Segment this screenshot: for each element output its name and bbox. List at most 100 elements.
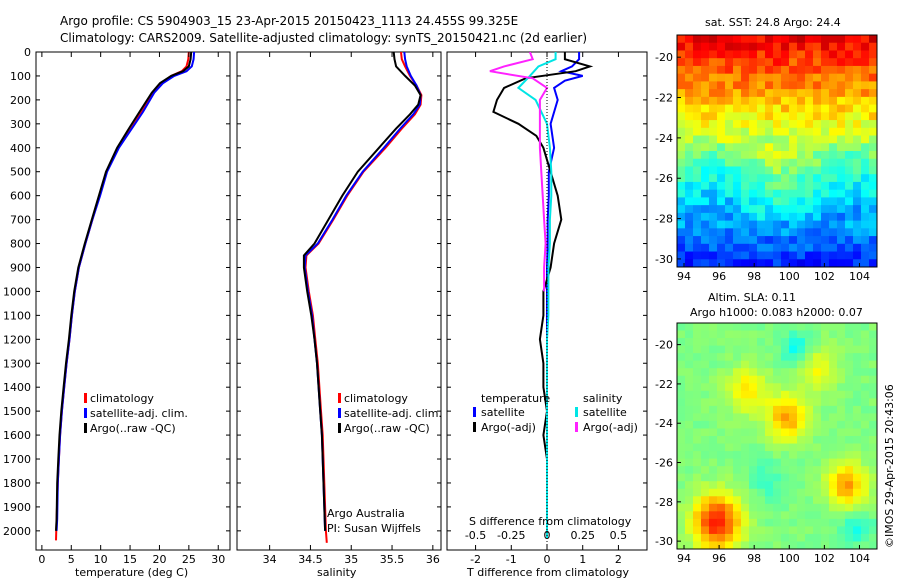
map-cell xyxy=(749,533,758,543)
map-cell xyxy=(869,503,877,512)
map-cell xyxy=(829,428,838,437)
map-x-tick-label: 98 xyxy=(747,552,761,565)
map-cell xyxy=(685,405,694,414)
map-cell xyxy=(749,112,758,121)
depth-tick-label: 1000 xyxy=(3,285,31,298)
map-cell xyxy=(725,166,734,175)
map-cell xyxy=(821,166,830,175)
map-cell xyxy=(733,368,742,377)
map-cell xyxy=(709,368,718,377)
map-cell xyxy=(869,338,877,347)
map-cell xyxy=(821,323,830,332)
map-cell xyxy=(869,50,877,59)
map-cell xyxy=(853,368,862,377)
series-line xyxy=(492,52,594,531)
map-cell xyxy=(853,158,862,168)
map-cell xyxy=(685,197,694,206)
map-cell xyxy=(677,104,686,113)
x-tick-label: 34.5 xyxy=(298,553,323,566)
map-cell xyxy=(765,428,774,437)
map-cell xyxy=(693,323,702,332)
map-cell xyxy=(765,503,774,512)
map-cell xyxy=(861,420,870,430)
map-cell xyxy=(773,511,782,520)
map-cell xyxy=(701,428,710,437)
map-x-tick-label: 96 xyxy=(712,270,726,283)
map-cell xyxy=(869,496,877,505)
map-cell xyxy=(845,65,854,75)
map-cell xyxy=(757,112,766,121)
map-cell xyxy=(677,120,686,129)
map-cell xyxy=(861,65,870,75)
temperature-legend: climatology satellite-adj. clim. Argo(..… xyxy=(84,392,188,435)
map-cell xyxy=(789,189,798,198)
map-cell xyxy=(749,481,758,490)
map-cell xyxy=(845,488,854,497)
map-cell xyxy=(725,420,734,430)
map-cell xyxy=(685,158,694,168)
map-cell xyxy=(781,181,790,191)
map-cell xyxy=(733,390,742,399)
map-cell xyxy=(749,345,758,354)
map-y-tick-label: -26 xyxy=(655,172,673,185)
map-cell xyxy=(757,89,766,98)
map-cell xyxy=(693,481,702,490)
legend-label: satellite-adj. clim. xyxy=(344,407,442,420)
map-cell xyxy=(845,259,854,267)
map-cell xyxy=(765,518,774,527)
map-cell xyxy=(797,35,806,44)
map-cell xyxy=(677,345,686,354)
map-cell xyxy=(765,259,774,267)
map-cell xyxy=(733,496,742,505)
map-cell xyxy=(853,375,862,384)
map-cell xyxy=(717,473,726,482)
map-cell xyxy=(725,526,734,535)
map-cell xyxy=(677,228,686,237)
map-cell xyxy=(725,518,734,527)
map-cell xyxy=(789,330,798,339)
map-cell xyxy=(677,503,686,512)
map-cell xyxy=(805,89,814,98)
map-cell xyxy=(805,413,814,422)
map-cell xyxy=(821,120,830,129)
map-cell xyxy=(733,197,742,206)
map-cell xyxy=(821,65,830,75)
map-cell xyxy=(797,112,806,121)
map-cell xyxy=(693,89,702,98)
map-cell xyxy=(845,50,854,59)
map-cell xyxy=(781,228,790,237)
map-cell xyxy=(765,390,774,399)
map-cell xyxy=(861,488,870,497)
map-cell xyxy=(789,243,798,253)
map-cell xyxy=(741,228,750,237)
map-cell xyxy=(677,360,686,369)
map-cell xyxy=(773,151,782,160)
map-cell xyxy=(869,541,877,549)
map-cell xyxy=(845,443,854,452)
map-cell xyxy=(813,503,822,512)
map-cell xyxy=(797,220,806,229)
map-cell xyxy=(797,353,806,362)
map-cell xyxy=(757,428,766,437)
map-cell xyxy=(813,533,822,543)
map-cell xyxy=(837,488,846,497)
x2-tick-label: -0.25 xyxy=(497,529,525,542)
map-cell xyxy=(853,96,862,106)
map-cell xyxy=(813,443,822,452)
map-cell xyxy=(709,158,718,168)
map-cell xyxy=(853,135,862,144)
map-cell xyxy=(869,375,877,384)
map-cell xyxy=(765,73,774,82)
map-cell xyxy=(829,323,838,332)
map-cell xyxy=(845,112,854,121)
map-cell xyxy=(853,451,862,460)
map-cell xyxy=(677,390,686,399)
map-cell xyxy=(741,458,750,467)
map-cell xyxy=(789,368,798,377)
map-cell xyxy=(741,127,750,137)
map-y-tick-label: -28 xyxy=(655,496,673,509)
map-cell xyxy=(781,197,790,206)
map-cell xyxy=(725,473,734,482)
depth-tick-label: 800 xyxy=(10,238,31,251)
